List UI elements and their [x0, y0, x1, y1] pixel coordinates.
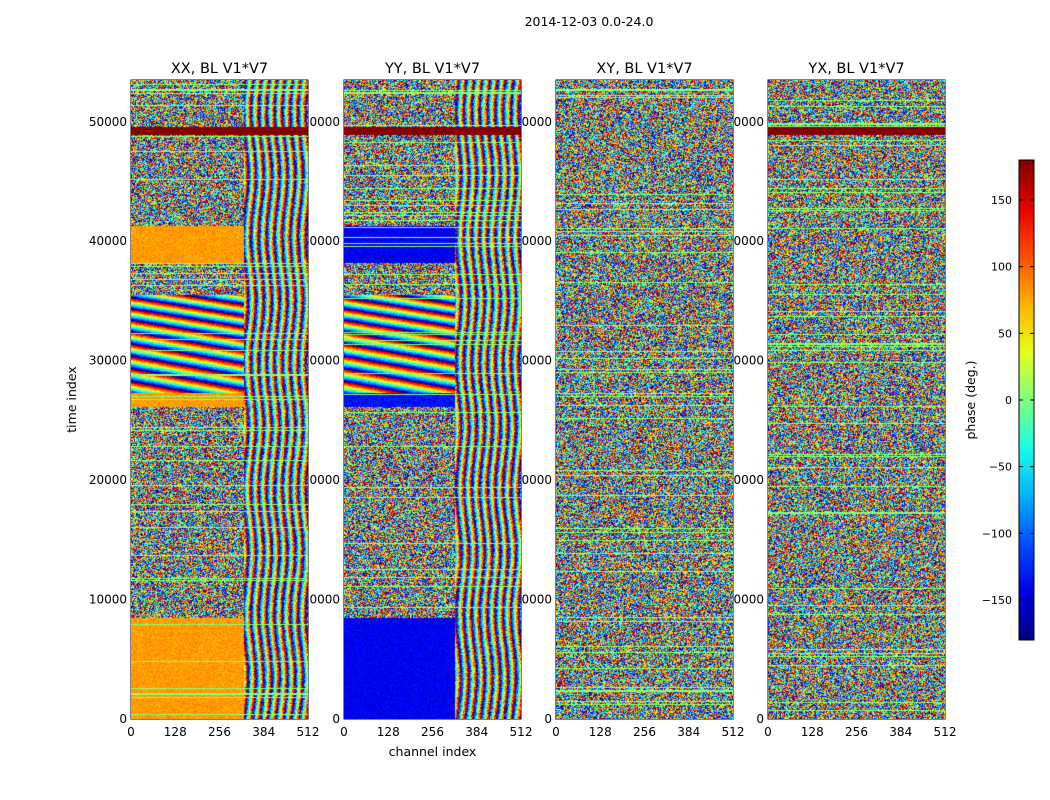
- x-tick-label: 256: [633, 725, 656, 739]
- y-tick-label: 10000: [514, 593, 552, 607]
- x-tick-label: 256: [208, 725, 231, 739]
- colorbar-tick-label: −50: [989, 461, 1012, 474]
- heatmap-image: [556, 80, 733, 719]
- heatmap-canvas: [131, 80, 308, 719]
- heatmap-canvas: [556, 80, 733, 719]
- y-tick-label: 30000: [726, 354, 764, 368]
- y-tick-label: 40000: [89, 234, 127, 248]
- y-tick-label: 0: [119, 712, 127, 726]
- y-tick-label: 50000: [89, 115, 127, 129]
- x-tick-label: 128: [377, 725, 400, 739]
- panel: XY, BL V1*V7 0 128 256 384 512 0 10000 20000 3000…: [514, 61, 745, 739]
- y-tick-label: 20000: [514, 473, 552, 487]
- y-tick-label: 30000: [302, 354, 340, 368]
- y-tick-label: 10000: [726, 593, 764, 607]
- y-tick-label: 30000: [89, 354, 127, 368]
- x-axis-label: channel index: [389, 744, 477, 759]
- x-tick-label: 384: [252, 725, 275, 739]
- panel-title: XX, BL V1*V7: [171, 61, 268, 77]
- colorbar-tick-label: 50: [998, 327, 1012, 340]
- y-tick-label: 10000: [302, 593, 340, 607]
- y-tick-label: 20000: [89, 473, 127, 487]
- heatmap-image: [131, 80, 308, 719]
- y-tick-label: 40000: [726, 234, 764, 248]
- y-tick-label: 40000: [302, 234, 340, 248]
- y-tick-label: 20000: [302, 473, 340, 487]
- figure-title: 2014-12-03 0.0-24.0: [525, 14, 654, 29]
- heatmap-image: [768, 80, 945, 719]
- x-tick-label: 512: [934, 725, 957, 739]
- y-tick-label: 30000: [514, 354, 552, 368]
- x-tick-label: 512: [297, 725, 320, 739]
- y-tick-label: 50000: [726, 115, 764, 129]
- x-tick-label: 384: [465, 725, 488, 739]
- colorbar: 150 100 50 0 −50 −100 −150 phase (deg.): [963, 159, 1035, 641]
- colorbar-tick-label: −100: [982, 527, 1012, 540]
- x-tick-label: 0: [764, 725, 772, 739]
- y-tick-label: 50000: [302, 115, 340, 129]
- panel-title: YX, BL V1*V7: [807, 61, 904, 77]
- y-tick-label: 50000: [514, 115, 552, 129]
- x-tick-label: 0: [340, 725, 348, 739]
- y-tick-label: 0: [544, 712, 552, 726]
- panel-title: YY, BL V1*V7: [384, 61, 480, 77]
- panel: XX, BL V1*V7 0 128 256 384 512 0 10000 20000 3000…: [64, 61, 319, 739]
- panel-title: XY, BL V1*V7: [596, 61, 692, 77]
- y-axis-label: time index: [64, 366, 79, 432]
- x-tick-label: 512: [722, 725, 745, 739]
- y-tick-label: 20000: [726, 473, 764, 487]
- colorbar-tick-label: 0: [1005, 394, 1012, 407]
- y-tick-label: 40000: [514, 234, 552, 248]
- x-tick-label: 0: [127, 725, 135, 739]
- x-tick-label: 384: [677, 725, 700, 739]
- colorbar-tick-label: 100: [991, 261, 1012, 274]
- colorbar-tick-label: 150: [991, 194, 1012, 207]
- x-tick-label: 256: [845, 725, 868, 739]
- heatmap-canvas: [768, 80, 945, 719]
- y-tick-label: 0: [756, 712, 764, 726]
- x-tick-label: 256: [421, 725, 444, 739]
- y-tick-label: 10000: [89, 593, 127, 607]
- heatmap-canvas: [344, 80, 521, 719]
- y-tick-label: 0: [332, 712, 340, 726]
- x-tick-label: 512: [510, 725, 533, 739]
- x-tick-label: 128: [164, 725, 187, 739]
- colorbar-tick-label: −150: [982, 594, 1012, 607]
- x-tick-label: 128: [589, 725, 612, 739]
- x-tick-label: 0: [552, 725, 560, 739]
- x-tick-label: 384: [889, 725, 912, 739]
- heatmap-image: [344, 80, 521, 719]
- x-tick-label: 128: [801, 725, 824, 739]
- colorbar-label: phase (deg.): [963, 361, 978, 440]
